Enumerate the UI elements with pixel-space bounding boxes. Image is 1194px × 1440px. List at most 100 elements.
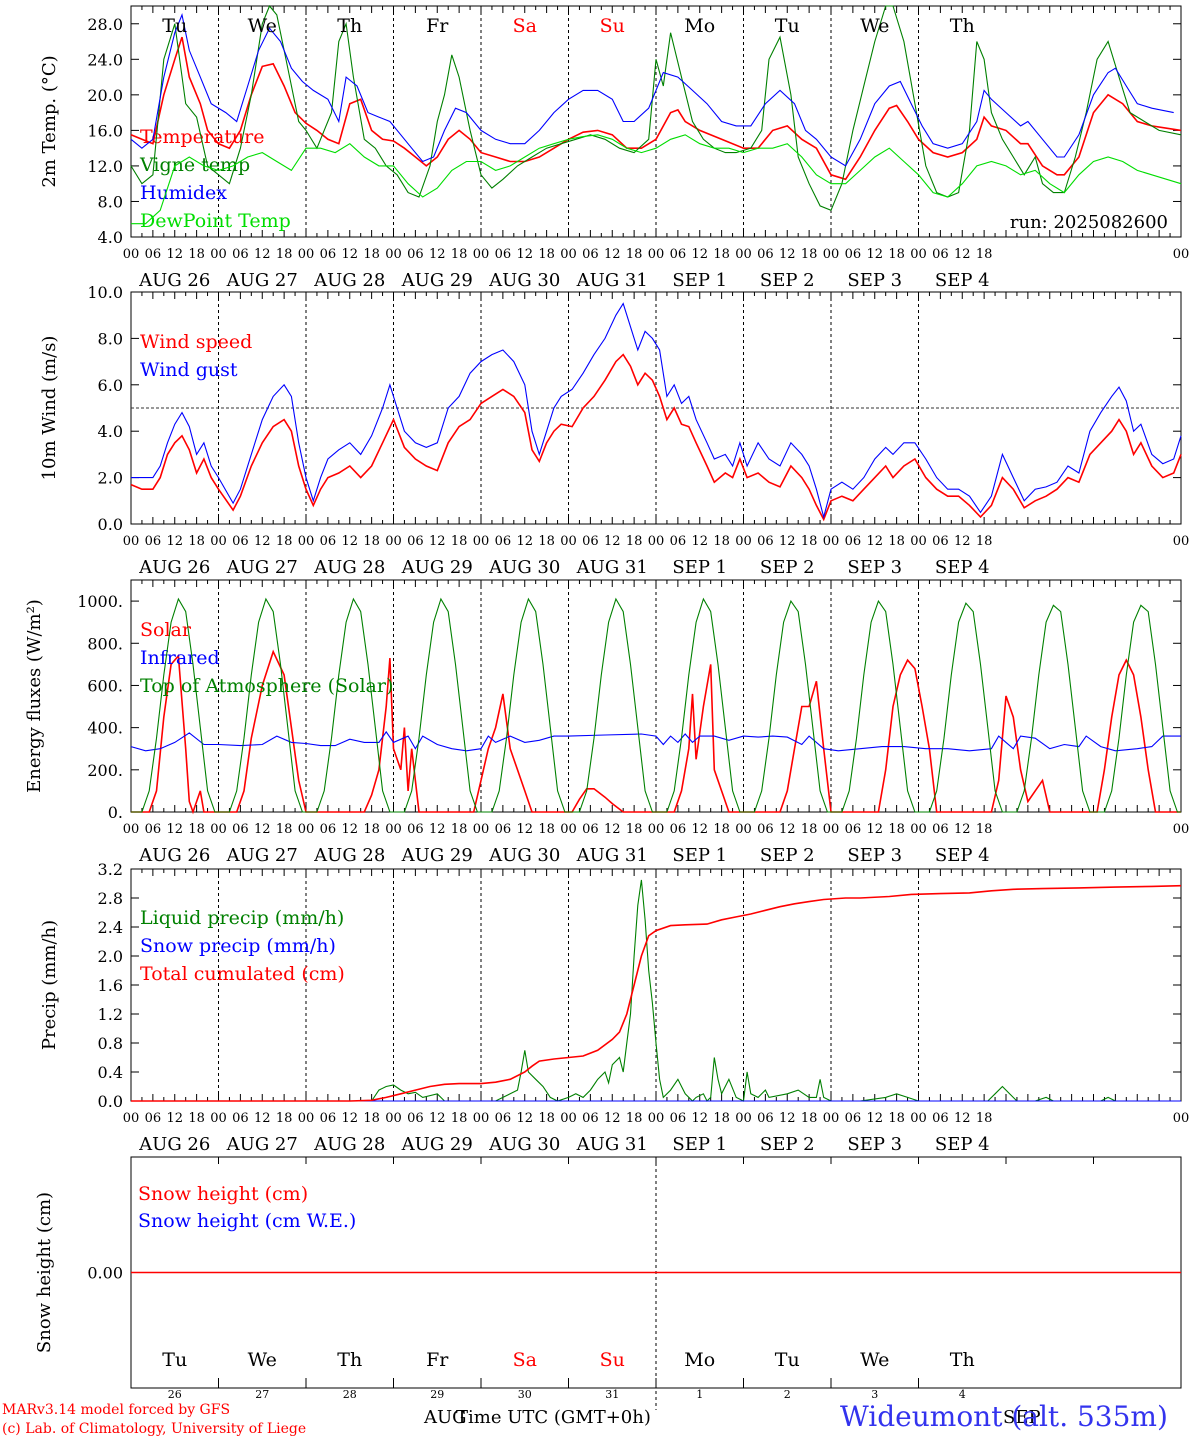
date-label: SEP 2 <box>760 557 815 578</box>
hour-tick-label: 00 <box>473 822 490 837</box>
y-tick-label: 2.4 <box>98 918 123 937</box>
date-label: AUG 27 <box>226 845 298 866</box>
day-of-week-label: We <box>248 15 277 37</box>
hour-tick-label: 00 <box>473 247 490 262</box>
legend-entry: Liquid precip (mm/h) <box>140 907 344 929</box>
date-label: AUG 27 <box>226 557 298 578</box>
series-line-humidex <box>130 13 1174 167</box>
date-label: SEP 4 <box>935 270 990 291</box>
day-of-week-label: Tu <box>775 15 800 37</box>
date-label: AUG 28 <box>313 557 385 578</box>
hour-tick-label: 12 <box>866 1111 883 1126</box>
day-of-week-label: We <box>248 1349 277 1371</box>
date-label: AUG 26 <box>138 1134 210 1155</box>
date-label: AUG 26 <box>138 270 210 291</box>
station-name: Wideumont (alt. 535m) <box>840 1400 1168 1433</box>
date-label: SEP 2 <box>760 1134 815 1155</box>
hour-tick-label: 18 <box>363 247 380 262</box>
hour-tick-label: 18 <box>451 1111 468 1126</box>
hour-tick-label: 00 <box>123 1111 140 1126</box>
hour-tick-label: 06 <box>145 822 162 837</box>
hour-tick-label: 00 <box>648 247 665 262</box>
y-tick-label: 6.0 <box>98 376 123 395</box>
day-of-week-label: Fr <box>426 15 449 37</box>
hour-tick-label: 18 <box>276 822 293 837</box>
y-tick-label: 1.6 <box>98 976 123 995</box>
hour-tick-label: 12 <box>341 247 358 262</box>
y-tick-label: 0. <box>108 803 123 822</box>
hour-tick-label: 00 <box>1173 822 1190 837</box>
series-line-solar <box>131 649 1181 815</box>
hour-tick-label: 00 <box>123 822 140 837</box>
y-axis-label: 10m Wind (m/s) <box>39 336 60 481</box>
hour-tick-label: 12 <box>166 247 183 262</box>
hour-tick-label: 06 <box>232 534 249 549</box>
hour-tick-label: 12 <box>866 822 883 837</box>
hour-tick-label: 00 <box>910 1111 927 1126</box>
date-label: AUG 29 <box>401 270 473 291</box>
y-axis-label: Energy fluxes (W/m²) <box>24 599 45 793</box>
hour-tick-label: 06 <box>145 534 162 549</box>
hour-tick-label: 12 <box>691 247 708 262</box>
hour-tick-label: 12 <box>604 247 621 262</box>
y-tick-label: 0.0 <box>98 515 123 534</box>
hour-tick-label: 12 <box>429 534 446 549</box>
date-label: AUG 26 <box>138 557 210 578</box>
series-line-infrared <box>130 730 1181 752</box>
day-of-week-label: We <box>860 1349 889 1371</box>
legend-entry: Infrared <box>140 647 220 669</box>
hour-tick-label: 12 <box>779 247 796 262</box>
y-axis-label: Precip (mm/h) <box>39 920 60 1050</box>
date-label: AUG 30 <box>488 1134 560 1155</box>
hour-tick-label: 18 <box>888 247 905 262</box>
y-tick-label: 8.0 <box>98 329 123 348</box>
hour-tick-label: 18 <box>363 1111 380 1126</box>
legend-entry: Total cumulated (cm) <box>140 963 345 985</box>
hour-tick-label: 18 <box>451 534 468 549</box>
hour-tick-label: 18 <box>276 1111 293 1126</box>
hour-tick-label: 12 <box>779 1111 796 1126</box>
hour-tick-label: 06 <box>320 247 337 262</box>
hour-tick-label: 12 <box>341 534 358 549</box>
hour-tick-label: 00 <box>1173 1111 1190 1126</box>
hour-tick-label: 12 <box>166 534 183 549</box>
date-label: AUG 27 <box>226 270 298 291</box>
series-line-temperature <box>130 36 1182 181</box>
date-label: AUG 31 <box>576 845 648 866</box>
hour-tick-label: 18 <box>188 822 205 837</box>
y-tick-label: 3.2 <box>98 860 123 879</box>
hour-tick-label: 18 <box>713 534 730 549</box>
date-label: SEP 1 <box>672 557 727 578</box>
day-of-week-label: Th <box>337 1349 362 1371</box>
hour-tick-label: 18 <box>538 822 555 837</box>
y-tick-label: 4.0 <box>98 422 123 441</box>
series-line-wind-speed <box>130 353 1182 522</box>
hour-tick-label: 18 <box>801 534 818 549</box>
date-label: SEP 2 <box>760 845 815 866</box>
hour-tick-label: 12 <box>604 822 621 837</box>
day-number-label: 4 <box>959 1388 966 1401</box>
date-label: SEP 4 <box>935 1134 990 1155</box>
day-of-week-label: Su <box>600 1349 625 1371</box>
hour-tick-label: 00 <box>298 1111 315 1126</box>
day-number-label: 29 <box>430 1388 444 1401</box>
date-label: SEP 2 <box>760 270 815 291</box>
hour-tick-label: 06 <box>932 822 949 837</box>
hour-tick-label: 12 <box>866 534 883 549</box>
hour-tick-label: 18 <box>801 247 818 262</box>
date-label: AUG 30 <box>488 270 560 291</box>
hour-tick-label: 00 <box>298 822 315 837</box>
hour-tick-label: 06 <box>407 1111 424 1126</box>
hour-tick-label: 18 <box>801 1111 818 1126</box>
hour-tick-label: 06 <box>757 534 774 549</box>
series-line-total-cumulated-cm- <box>131 884 1182 1102</box>
date-label: AUG 29 <box>401 557 473 578</box>
y-tick-label: 600. <box>87 676 123 695</box>
day-number-label: 30 <box>518 1388 532 1401</box>
hour-tick-label: 00 <box>560 822 577 837</box>
hour-tick-label: 18 <box>713 1111 730 1126</box>
hour-tick-label: 18 <box>276 247 293 262</box>
hour-tick-label: 12 <box>691 822 708 837</box>
hour-tick-label: 12 <box>954 822 971 837</box>
hour-tick-label: 06 <box>845 247 862 262</box>
